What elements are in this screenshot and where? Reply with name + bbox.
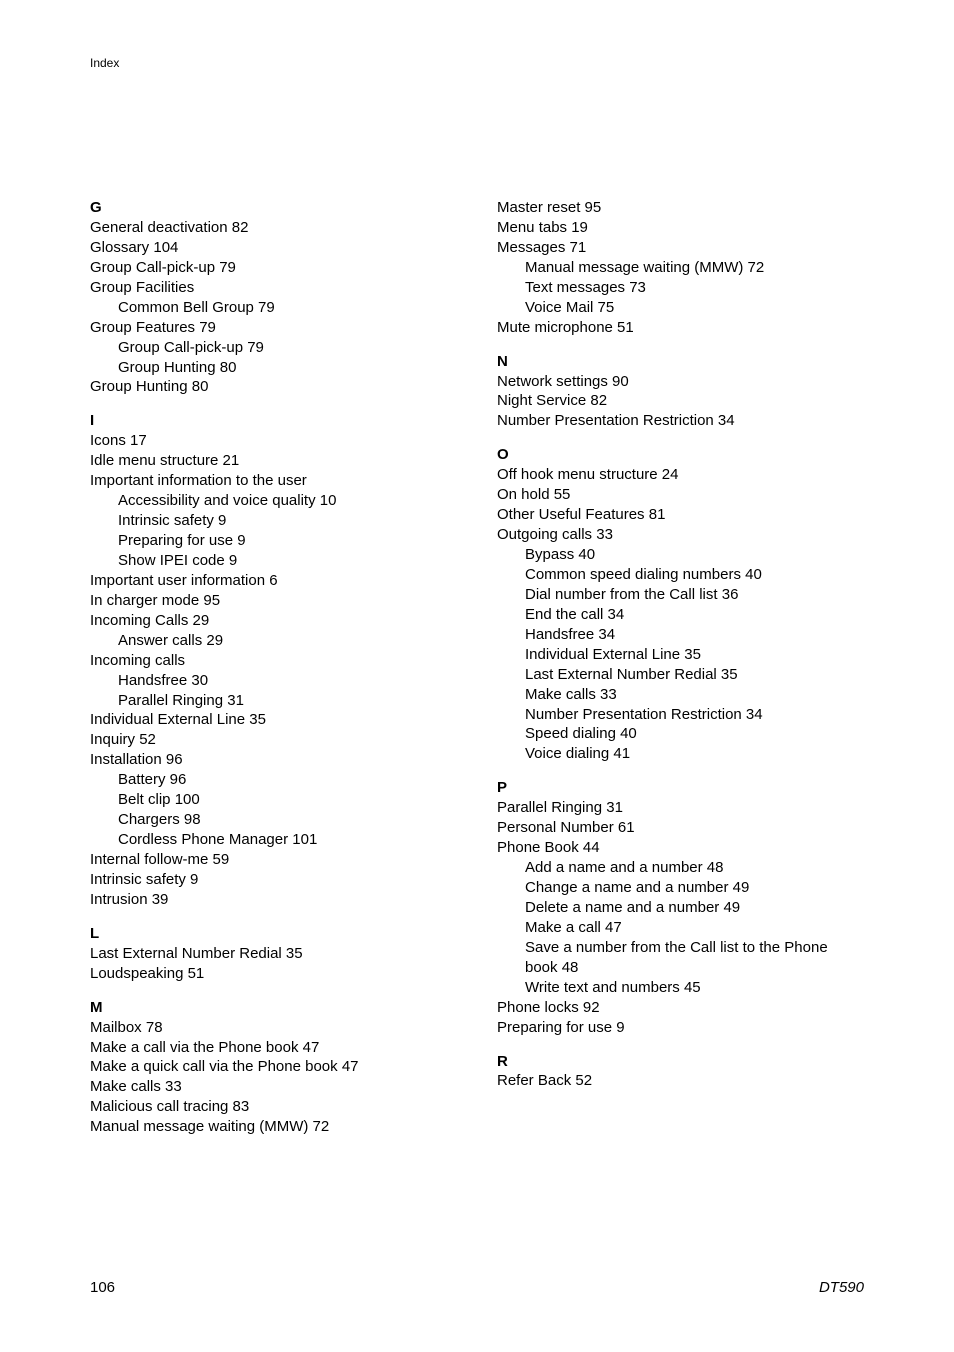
index-subentry: Number Presentation Restriction 34 — [497, 705, 864, 725]
index-subentry: Group Call-pick-up 79 — [90, 338, 457, 358]
index-entry: Individual External Line 35 — [90, 710, 457, 730]
index-subentry: Handsfree 34 — [497, 625, 864, 645]
index-subentry: Voice dialing 41 — [497, 744, 864, 764]
index-subentry: Voice Mail 75 — [497, 298, 864, 318]
index-entry: Number Presentation Restriction 34 — [497, 411, 864, 431]
index-letter: N — [497, 352, 864, 372]
index-left-column: GGeneral deactivation 82Glossary 104Grou… — [90, 198, 457, 1137]
index-entry: Installation 96 — [90, 750, 457, 770]
index-subentry: Dial number from the Call list 36 — [497, 585, 864, 605]
index-entry: Make calls 33 — [90, 1077, 457, 1097]
index-entry: Make a call via the Phone book 47 — [90, 1038, 457, 1058]
index-subentry: Battery 96 — [90, 770, 457, 790]
index-subentry: Common speed dialing numbers 40 — [497, 565, 864, 585]
index-entry: Loudspeaking 51 — [90, 964, 457, 984]
index-subentry: Bypass 40 — [497, 545, 864, 565]
index-subentry: Common Bell Group 79 — [90, 298, 457, 318]
index-subentry: Make calls 33 — [497, 685, 864, 705]
index-entry: Mute microphone 51 — [497, 318, 864, 338]
index-letter: P — [497, 778, 864, 798]
index-subentry: Intrinsic safety 9 — [90, 511, 457, 531]
index-entry: Outgoing calls 33 — [497, 525, 864, 545]
index-letter: M — [90, 998, 457, 1018]
index-entry: Personal Number 61 — [497, 818, 864, 838]
index-subentry: Delete a name and a number 49 — [497, 898, 864, 918]
index-entry: Mailbox 78 — [90, 1018, 457, 1038]
index-entry: On hold 55 — [497, 485, 864, 505]
index-letter: O — [497, 445, 864, 465]
index-letter: L — [90, 924, 457, 944]
index-entry: Preparing for use 9 — [497, 1018, 864, 1038]
index-entry: Internal follow-me 59 — [90, 850, 457, 870]
running-header: Index — [90, 56, 864, 70]
index-entry: Important user information 6 — [90, 571, 457, 591]
index-entry: Menu tabs 19 — [497, 218, 864, 238]
index-entry: Manual message waiting (MMW) 72 — [90, 1117, 457, 1137]
page-footer: 106 DT590 — [90, 1279, 864, 1296]
index-letter: R — [497, 1052, 864, 1072]
index-subentry: Speed dialing 40 — [497, 724, 864, 744]
index-subentry: Manual message waiting (MMW) 72 — [497, 258, 864, 278]
index-subentry: Show IPEI code 9 — [90, 551, 457, 571]
index-page: Index GGeneral deactivation 82Glossary 1… — [0, 0, 954, 1352]
index-entry: Incoming calls — [90, 651, 457, 671]
index-entry: Phone locks 92 — [497, 998, 864, 1018]
index-subentry: Parallel Ringing 31 — [90, 691, 457, 711]
index-entry: Master reset 95 — [497, 198, 864, 218]
index-subentry: Add a name and a number 48 — [497, 858, 864, 878]
index-entry: Group Facilities — [90, 278, 457, 298]
index-entry: Parallel Ringing 31 — [497, 798, 864, 818]
index-columns: GGeneral deactivation 82Glossary 104Grou… — [90, 198, 864, 1137]
index-entry: Group Call-pick-up 79 — [90, 258, 457, 278]
index-entry: Incoming Calls 29 — [90, 611, 457, 631]
index-subentry: Save a number from the Call list to the … — [497, 938, 864, 978]
index-right-column: Master reset 95Menu tabs 19Messages 71Ma… — [497, 198, 864, 1137]
index-entry: Important information to the user — [90, 471, 457, 491]
index-entry: Group Hunting 80 — [90, 377, 457, 397]
index-entry: Glossary 104 — [90, 238, 457, 258]
index-entry: Other Useful Features 81 — [497, 505, 864, 525]
index-subentry: Preparing for use 9 — [90, 531, 457, 551]
index-subentry: Last External Number Redial 35 — [497, 665, 864, 685]
index-subentry: Chargers 98 — [90, 810, 457, 830]
index-entry: Intrusion 39 — [90, 890, 457, 910]
index-entry: Icons 17 — [90, 431, 457, 451]
index-letter: G — [90, 198, 457, 218]
index-subentry: Individual External Line 35 — [497, 645, 864, 665]
index-subentry: Text messages 73 — [497, 278, 864, 298]
index-subentry: Handsfree 30 — [90, 671, 457, 691]
index-subentry: Write text and numbers 45 — [497, 978, 864, 998]
index-letter: I — [90, 411, 457, 431]
index-entry: Network settings 90 — [497, 372, 864, 392]
index-subentry: Make a call 47 — [497, 918, 864, 938]
index-subentry: Change a name and a number 49 — [497, 878, 864, 898]
index-subentry: Belt clip 100 — [90, 790, 457, 810]
index-entry: General deactivation 82 — [90, 218, 457, 238]
index-entry: Inquiry 52 — [90, 730, 457, 750]
index-subentry: Cordless Phone Manager 101 — [90, 830, 457, 850]
index-subentry: End the call 34 — [497, 605, 864, 625]
index-entry: Intrinsic safety 9 — [90, 870, 457, 890]
index-subentry: Accessibility and voice quality 10 — [90, 491, 457, 511]
footer-model: DT590 — [819, 1279, 864, 1296]
index-entry: Off hook menu structure 24 — [497, 465, 864, 485]
index-entry: Phone Book 44 — [497, 838, 864, 858]
index-entry: Last External Number Redial 35 — [90, 944, 457, 964]
index-entry: Messages 71 — [497, 238, 864, 258]
index-entry: Group Features 79 — [90, 318, 457, 338]
index-entry: Night Service 82 — [497, 391, 864, 411]
index-entry: In charger mode 95 — [90, 591, 457, 611]
index-subentry: Group Hunting 80 — [90, 358, 457, 378]
index-subentry: Answer calls 29 — [90, 631, 457, 651]
index-entry: Idle menu structure 21 — [90, 451, 457, 471]
index-entry: Refer Back 52 — [497, 1071, 864, 1091]
footer-page-number: 106 — [90, 1279, 115, 1296]
index-entry: Malicious call tracing 83 — [90, 1097, 457, 1117]
index-entry: Make a quick call via the Phone book 47 — [90, 1057, 457, 1077]
